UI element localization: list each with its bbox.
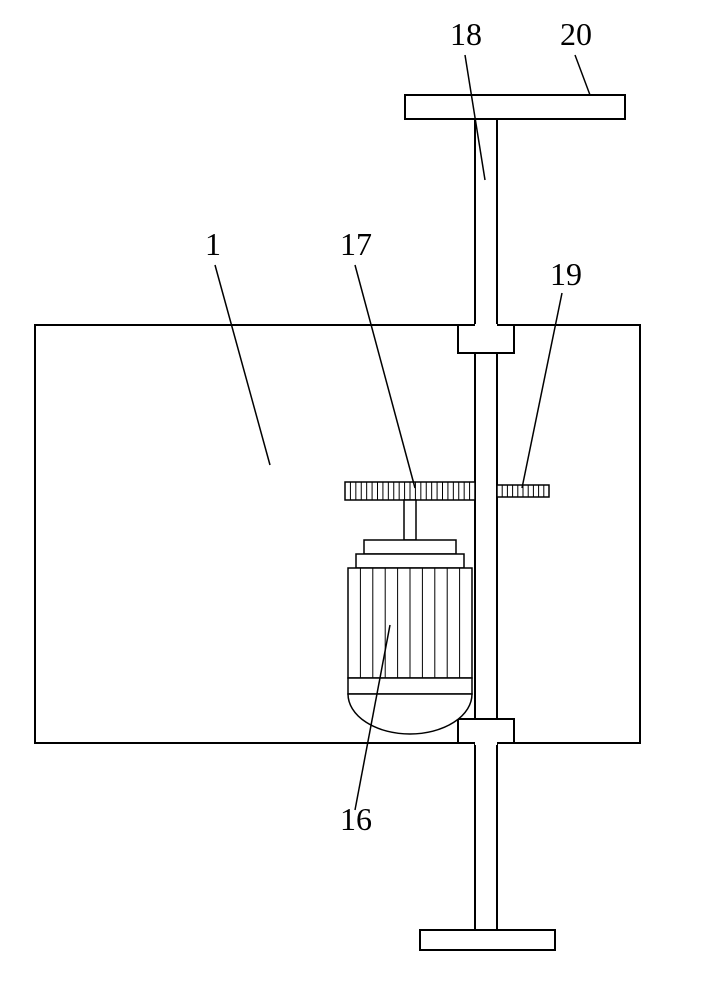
label-1: 1 <box>205 226 221 262</box>
label-20: 20 <box>560 16 592 52</box>
mechanical-diagram: 1 16 17 18 19 20 <box>0 0 702 1000</box>
label-19: 19 <box>550 256 582 292</box>
label-17: 17 <box>340 226 372 262</box>
label-18: 18 <box>450 16 482 52</box>
label-16: 16 <box>340 801 372 837</box>
